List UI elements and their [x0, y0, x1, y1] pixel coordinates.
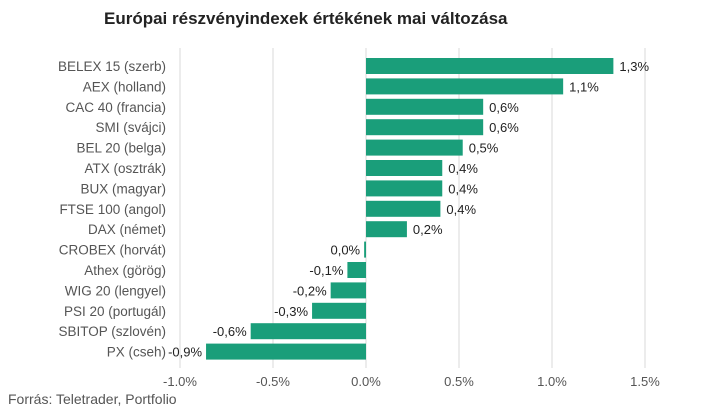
value-label: 0,4%	[446, 202, 476, 217]
chart-title: Európai részvényindexek értékének mai vá…	[104, 9, 508, 28]
bar	[366, 58, 614, 74]
value-label: -0,6%	[213, 324, 247, 339]
value-labels: 1,3%1,1%0,6%0,6%0,5%0,4%0,4%0,4%0,2%0,0%…	[168, 59, 649, 360]
category-label: ATX (osztrák)	[84, 161, 166, 176]
bar	[366, 221, 407, 238]
bar	[206, 343, 366, 360]
value-label: 0,0%	[330, 243, 360, 258]
value-label: 0,6%	[489, 100, 519, 115]
bar	[366, 139, 463, 156]
bar	[366, 180, 443, 197]
x-tick-label: 0,5%	[444, 374, 474, 386]
category-label: BELEX 15 (szerb)	[58, 59, 166, 74]
x-tick-label: -0,5%	[256, 374, 290, 386]
value-label: 0,2%	[413, 222, 443, 237]
value-label: -0,3%	[274, 304, 308, 319]
category-labels: BELEX 15 (szerb) AEX (holland) CAC 40 (fra…	[58, 59, 166, 360]
value-label: 0,4%	[448, 181, 478, 196]
value-label: -0,2%	[293, 283, 327, 298]
x-tick-label: 1,0%	[537, 374, 567, 386]
category-label: FTSE 100 (angol)	[59, 202, 166, 217]
bar	[250, 323, 366, 340]
value-label: 0,5%	[469, 141, 499, 156]
value-label: 1,1%	[569, 79, 599, 94]
category-label: SMI (svájci)	[96, 120, 167, 135]
bar	[366, 119, 484, 136]
value-label: 0,4%	[448, 161, 478, 176]
bar	[312, 302, 366, 319]
value-label: 0,6%	[489, 120, 519, 135]
x-tick-label: 1,5%	[630, 374, 660, 386]
bar	[364, 241, 366, 258]
category-label: BUX (magyar)	[80, 181, 166, 196]
category-label: DAX (német)	[88, 222, 166, 237]
bar	[366, 78, 564, 95]
category-label: AEX (holland)	[83, 79, 166, 94]
x-tick-label: -1,0%	[163, 374, 197, 386]
value-label: -0,1%	[309, 263, 343, 278]
bar	[347, 262, 366, 278]
category-label: CAC 40 (francia)	[65, 100, 166, 115]
category-label: CROBEX (horvát)	[59, 243, 166, 258]
bars	[206, 58, 614, 360]
category-label: PX (cseh)	[107, 345, 166, 360]
bar	[366, 200, 441, 217]
x-tick-label: 0,0%	[351, 374, 381, 386]
category-label: Athex (görög)	[84, 263, 166, 278]
source-note: Forrás: Teletrader, Portfolio	[8, 391, 177, 407]
value-label: 1,3%	[619, 59, 649, 74]
category-label: SBITOP (szlovén)	[58, 324, 166, 339]
bar	[366, 160, 443, 176]
value-label: -0,9%	[168, 345, 202, 360]
category-label: PSI 20 (portugál)	[64, 304, 166, 319]
bar	[330, 282, 366, 299]
x-axis-tick-labels: -1,0% -0,5% 0,0% 0,5% 1,0% 1,5%	[163, 374, 660, 386]
category-label: BEL 20 (belga)	[76, 141, 166, 156]
bar	[366, 98, 484, 115]
category-label: WIG 20 (lengyel)	[65, 283, 166, 298]
bar-chart: BELEX 15 (szerb) AEX (holland) CAC 40 (fra…	[58, 48, 660, 386]
